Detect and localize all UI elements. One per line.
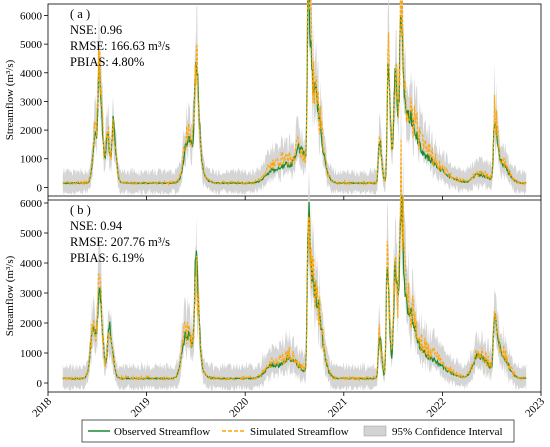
y-tick-label: 5000 bbox=[20, 228, 43, 240]
y-tick-label: 1000 bbox=[20, 154, 43, 166]
confidence-interval-band bbox=[62, 74, 527, 391]
x-tick-label: 2023 bbox=[523, 395, 547, 419]
plot-frame bbox=[47, 199, 542, 393]
metric-label: PBIAS: 6.19% bbox=[70, 251, 144, 265]
y-axis-label: Streamflow (m³/s) bbox=[4, 59, 16, 140]
panel-b: 0 1000 2000 3000 4000 5000 6000 2018 2019 2020 202… bbox=[4, 74, 547, 420]
legend-observed-label: Observed Streamflow bbox=[114, 426, 210, 438]
y-tick-label: 0 bbox=[37, 182, 43, 194]
y-axis-label: Streamflow (m³/s) bbox=[4, 255, 16, 336]
simulated-streamflow-line bbox=[62, 0, 527, 187]
x-tick-label: 2018 bbox=[30, 395, 54, 419]
legend-ci-label: 95% Confidence Interval bbox=[392, 426, 503, 438]
y-tick-label: 1000 bbox=[20, 348, 43, 360]
plot-frame bbox=[47, 3, 542, 197]
x-tick-label: 2020 bbox=[227, 395, 251, 419]
y-tick-label: 2000 bbox=[20, 125, 43, 137]
y-tick-label: 4000 bbox=[20, 68, 43, 80]
x-tick-label: 2019 bbox=[129, 395, 153, 419]
confidence-interval-band bbox=[62, 0, 527, 195]
panel-label: ( a ) bbox=[70, 7, 90, 21]
y-tick-label: 5000 bbox=[20, 39, 43, 51]
legend: Observed Streamflow Simulated Streamflow… bbox=[81, 419, 515, 443]
metric-label: NSE: 0.94 bbox=[70, 219, 123, 233]
metric-label: RMSE: 166.63 m³/s bbox=[70, 39, 170, 53]
legend-box bbox=[81, 419, 515, 443]
y-tick-label: 6000 bbox=[20, 10, 43, 22]
panel-label: ( b ) bbox=[70, 203, 91, 217]
observed-streamflow-line bbox=[62, 0, 527, 185]
panel-a: 0 1000 2000 3000 4000 5000 6000 Streamflow (m³/… bbox=[4, 0, 542, 200]
x-tick-label: 2021 bbox=[326, 396, 350, 420]
metric-label: RMSE: 207.76 m³/s bbox=[70, 235, 170, 249]
simulated-streamflow-line bbox=[62, 138, 527, 383]
metric-label: NSE: 0.96 bbox=[70, 23, 122, 37]
x-tick-label: 2022 bbox=[424, 396, 448, 420]
y-tick-label: 4000 bbox=[20, 258, 43, 270]
legend-simulated-label: Simulated Streamflow bbox=[250, 426, 349, 438]
y-tick-label: 3000 bbox=[20, 96, 43, 108]
legend-ci-swatch bbox=[363, 425, 387, 437]
y-tick-label: 0 bbox=[37, 378, 43, 390]
y-tick-label: 3000 bbox=[20, 288, 43, 300]
y-tick-label: 6000 bbox=[20, 198, 43, 210]
metric-label: PBIAS: 4.80% bbox=[70, 55, 144, 69]
y-tick-label: 2000 bbox=[20, 318, 43, 330]
